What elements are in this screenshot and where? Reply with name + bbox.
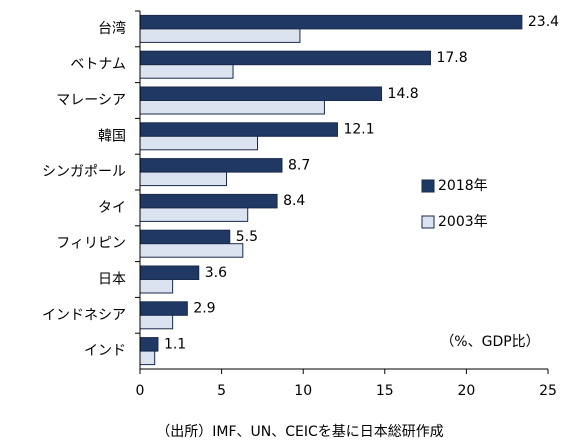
- source-note: （出所）IMF、UN、CEICを基に日本総研作成: [156, 423, 444, 440]
- x-tick-label: 15: [376, 383, 394, 399]
- y-tick-label: 日本: [98, 272, 126, 288]
- x-tick-label: 10: [294, 383, 312, 399]
- bar: [139, 64, 234, 79]
- data-label: 1.1: [164, 336, 186, 352]
- legend-swatch: [421, 215, 435, 229]
- bar: [139, 265, 200, 280]
- bar: [139, 193, 278, 209]
- bar: [139, 14, 523, 30]
- bar: [139, 50, 431, 66]
- x-tick-label: 20: [457, 383, 475, 399]
- y-tick-label: タイ: [98, 200, 126, 216]
- bar: [139, 229, 231, 245]
- bar: [139, 301, 188, 316]
- bar: [139, 279, 174, 294]
- y-tick-label: マレーシア: [56, 93, 126, 109]
- data-label: 8.7: [288, 157, 310, 173]
- bar: [139, 28, 301, 43]
- bar: [139, 122, 338, 137]
- data-label: 14.8: [388, 86, 419, 102]
- y-tick-label: インド: [84, 343, 126, 359]
- data-label: 8.4: [283, 193, 305, 209]
- y-tick-label: 台湾: [98, 20, 126, 37]
- bar: [139, 243, 244, 258]
- bar: [139, 100, 325, 115]
- bar: [139, 158, 283, 173]
- bar: [139, 314, 174, 330]
- x-tick-label: 0: [136, 383, 145, 399]
- y-tick-label: 韓国: [98, 128, 126, 144]
- data-label: 5.5: [236, 229, 258, 245]
- y-tick-label: シンガポール: [42, 164, 126, 180]
- legend-label: 2018年: [438, 178, 488, 194]
- data-label: 3.6: [205, 265, 227, 281]
- data-label: 23.4: [528, 14, 559, 30]
- x-tick-label: 25: [539, 383, 557, 399]
- unit-note: （%、GDP比）: [440, 334, 539, 350]
- bar: [139, 86, 383, 101]
- legend-label: 2003年: [438, 214, 488, 230]
- data-label: 12.1: [343, 122, 374, 138]
- bar: [139, 207, 249, 222]
- y-tick-label: ベトナム: [70, 57, 126, 73]
- legend-swatch: [421, 179, 435, 193]
- y-tick-label: インドネシア: [42, 307, 126, 323]
- bar: [139, 171, 227, 187]
- data-label: 17.8: [436, 50, 467, 66]
- x-tick-label: 5: [217, 383, 226, 399]
- y-tick-label: フィリピン: [56, 236, 126, 252]
- bar: [139, 337, 159, 352]
- data-label: 2.9: [193, 301, 215, 317]
- bar: [139, 350, 156, 366]
- bar: [139, 135, 259, 151]
